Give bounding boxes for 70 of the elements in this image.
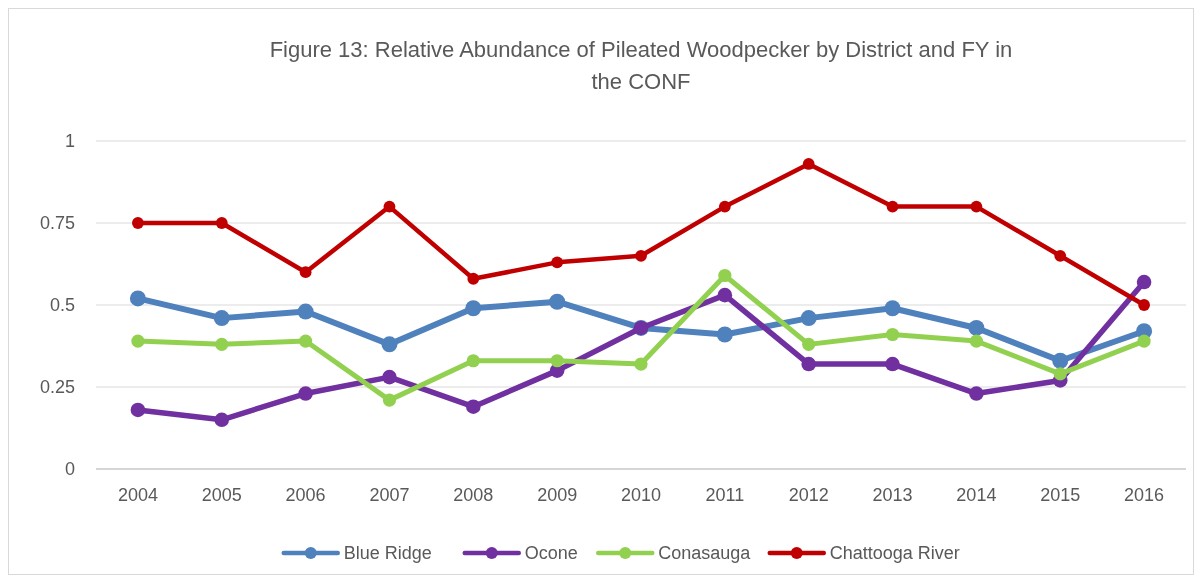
x-tick-label: 2004 xyxy=(117,485,158,505)
point xyxy=(884,300,901,317)
point xyxy=(214,412,230,428)
point xyxy=(466,354,480,368)
point xyxy=(718,268,732,283)
point xyxy=(129,290,146,307)
point xyxy=(383,200,396,213)
point xyxy=(215,337,229,351)
y-tick-label: 0.25 xyxy=(39,377,75,398)
point xyxy=(886,200,899,213)
point xyxy=(1138,299,1150,311)
point xyxy=(800,310,817,327)
point xyxy=(802,337,816,351)
legend-label: Blue Ridge xyxy=(343,543,432,564)
point xyxy=(299,266,312,279)
x-tick-label: 2012 xyxy=(788,485,829,505)
x-tick-label: 2006 xyxy=(285,485,326,505)
x-tick-label: 2016 xyxy=(1124,485,1165,505)
point xyxy=(1137,334,1151,348)
y-tick-label: 1 xyxy=(64,131,75,152)
x-tick-label: 2015 xyxy=(1040,485,1081,505)
point xyxy=(297,303,314,320)
point xyxy=(466,399,481,414)
point xyxy=(802,158,815,170)
y-tick-label: 0 xyxy=(64,459,75,480)
point xyxy=(968,319,985,336)
point xyxy=(132,217,144,229)
point xyxy=(1054,249,1067,262)
point xyxy=(885,356,900,372)
point xyxy=(215,217,228,229)
y-tick-label: 0.5 xyxy=(49,295,75,316)
point xyxy=(801,356,816,372)
point xyxy=(467,272,480,285)
point xyxy=(130,402,146,418)
x-tick-label: 2009 xyxy=(537,485,578,505)
x-tick-label: 2013 xyxy=(872,485,913,505)
point xyxy=(549,293,566,310)
point xyxy=(298,386,313,401)
point xyxy=(969,386,984,401)
x-tick-label: 2010 xyxy=(620,485,662,505)
x-tick-label: 2011 xyxy=(705,485,745,505)
point xyxy=(382,369,397,385)
point xyxy=(1052,352,1069,369)
point xyxy=(551,256,564,269)
point xyxy=(1053,367,1067,381)
point xyxy=(718,200,731,213)
point xyxy=(299,334,313,348)
point xyxy=(970,200,983,213)
legend-label: Chattooga River xyxy=(829,543,960,564)
point xyxy=(213,310,230,327)
x-tick-label: 2014 xyxy=(956,485,997,505)
y-tick-label: 0.75 xyxy=(39,213,75,234)
point xyxy=(131,334,145,348)
point xyxy=(1136,274,1152,290)
x-tick-label: 2008 xyxy=(453,485,494,505)
point xyxy=(634,357,648,371)
point xyxy=(381,336,398,353)
x-tick-label: 2005 xyxy=(201,485,242,505)
point xyxy=(969,334,983,348)
point xyxy=(465,300,482,317)
point xyxy=(382,393,397,407)
point xyxy=(717,287,733,303)
legend-label: Ocone xyxy=(524,543,578,564)
x-tick-label: 2007 xyxy=(369,485,410,505)
legend-label: Conasauga xyxy=(658,543,752,564)
point xyxy=(550,354,564,368)
point xyxy=(716,326,733,343)
point xyxy=(885,327,900,342)
point xyxy=(635,249,647,262)
chart-title: Figure 13: Relative Abundance of Pileated Woodpecker by District and FY in the CONF xyxy=(269,37,1013,94)
